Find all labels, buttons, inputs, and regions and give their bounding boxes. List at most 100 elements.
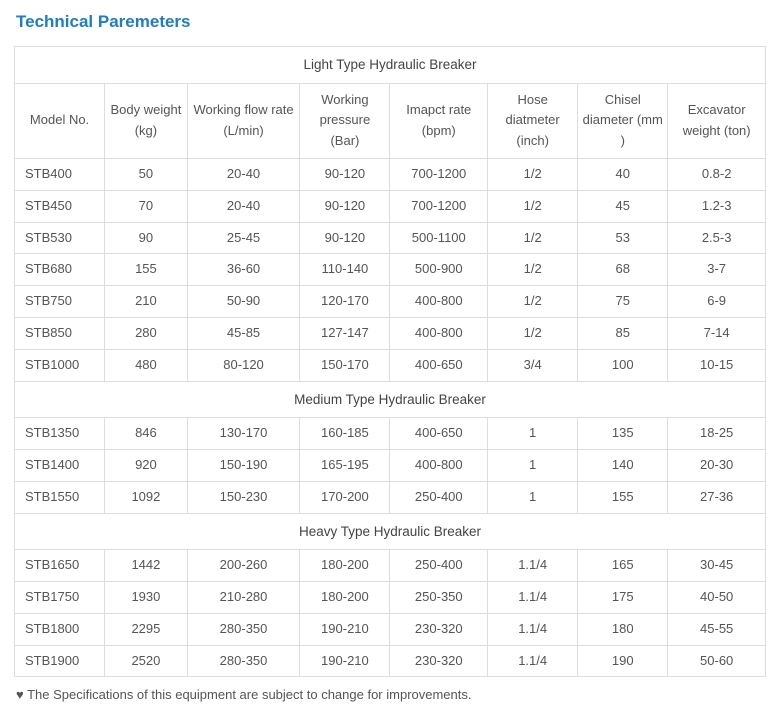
table-cell: 500-900 [390,254,488,286]
table-cell: STB1550 [15,481,105,513]
table-cell: 27-36 [668,481,766,513]
table-cell: 160-185 [300,418,390,450]
table-cell: 150-230 [187,481,300,513]
table-cell: 1 [488,418,578,450]
table-cell: 40-50 [668,581,766,613]
table-cell: 846 [105,418,188,450]
table-cell: 3/4 [488,349,578,381]
table-cell: 190-210 [300,613,390,645]
table-cell: 1/2 [488,286,578,318]
group-title: Light Type Hydraulic Breaker [15,47,766,84]
table-cell: 50 [105,158,188,190]
table-cell: 480 [105,349,188,381]
table-cell: 180-200 [300,550,390,582]
table-cell: 250-400 [390,481,488,513]
table-cell: 30-45 [668,550,766,582]
table-cell: 130-170 [187,418,300,450]
table-cell: 250-400 [390,550,488,582]
table-cell: 90-120 [300,222,390,254]
table-cell: 400-650 [390,418,488,450]
table-cell: 75 [578,286,668,318]
table-cell: 36-60 [187,254,300,286]
table-row: STB18002295280-350190-210230-3201.1/4180… [15,613,766,645]
table-cell: STB400 [15,158,105,190]
table-cell: 90-120 [300,158,390,190]
table-cell: 150-170 [300,349,390,381]
table-cell: STB1650 [15,550,105,582]
footnote: ♥ The Specifications of this equipment a… [14,687,766,702]
table-cell: 80-120 [187,349,300,381]
column-header: Imapct rate (bpm) [390,83,488,158]
table-cell: 20-40 [187,190,300,222]
table-cell: 50-90 [187,286,300,318]
table-row: STB1350846130-170160-185400-650113518-25 [15,418,766,450]
table-cell: 0.8-2 [668,158,766,190]
table-cell: 140 [578,449,668,481]
table-cell: 1/2 [488,254,578,286]
table-cell: 135 [578,418,668,450]
group-title: Medium Type Hydraulic Breaker [15,381,766,418]
table-cell: 40 [578,158,668,190]
table-cell: STB1000 [15,349,105,381]
table-cell: 10-15 [668,349,766,381]
column-header: Body weight (kg) [105,83,188,158]
column-header: Working pressure (Bar) [300,83,390,158]
table-cell: 90-120 [300,190,390,222]
table-cell: 20-40 [187,158,300,190]
table-cell: 2.5-3 [668,222,766,254]
table-cell: 45-55 [668,613,766,645]
table-cell: 190 [578,645,668,677]
table-cell: 1/2 [488,317,578,349]
table-cell: STB750 [15,286,105,318]
table-cell: 230-320 [390,613,488,645]
table-row: STB5309025-4590-120500-11001/2532.5-3 [15,222,766,254]
group-title: Heavy Type Hydraulic Breaker [15,513,766,550]
table-cell: 700-1200 [390,158,488,190]
table-cell: 120-170 [300,286,390,318]
table-cell: 45-85 [187,317,300,349]
table-cell: 280 [105,317,188,349]
table-cell: 500-1100 [390,222,488,254]
table-cell: 50-60 [668,645,766,677]
table-row: STB100048080-120150-170400-6503/410010-1… [15,349,766,381]
table-cell: 230-320 [390,645,488,677]
table-cell: 170-200 [300,481,390,513]
table-cell: 45 [578,190,668,222]
table-cell: STB1350 [15,418,105,450]
table-cell: 1.2-3 [668,190,766,222]
table-cell: 180 [578,613,668,645]
table-cell: 280-350 [187,613,300,645]
table-row: STB15501092150-230170-200250-400115527-3… [15,481,766,513]
table-row: STB19002520280-350190-210230-3201.1/4190… [15,645,766,677]
table-cell: 1930 [105,581,188,613]
column-header: Model No. [15,83,105,158]
table-row: STB75021050-90120-170400-8001/2756-9 [15,286,766,318]
table-cell: 180-200 [300,581,390,613]
table-row: STB17501930210-280180-200250-3501.1/4175… [15,581,766,613]
table-cell: 155 [105,254,188,286]
table-cell: 920 [105,449,188,481]
table-cell: 175 [578,581,668,613]
table-cell: STB450 [15,190,105,222]
section-heading: Technical Paremeters [16,12,766,32]
table-cell: 400-800 [390,449,488,481]
column-header: Working flow rate (L/min) [187,83,300,158]
table-cell: 2520 [105,645,188,677]
table-cell: 20-30 [668,449,766,481]
column-header: Chisel diameter (mm ) [578,83,668,158]
table-cell: 190-210 [300,645,390,677]
table-cell: 1442 [105,550,188,582]
table-cell: STB1750 [15,581,105,613]
table-row: STB85028045-85127-147400-8001/2857-14 [15,317,766,349]
table-cell: 68 [578,254,668,286]
column-header: Excavator weight (ton) [668,83,766,158]
table-cell: STB1800 [15,613,105,645]
table-cell: 53 [578,222,668,254]
table-row: STB4507020-4090-120700-12001/2451.2-3 [15,190,766,222]
table-cell: 90 [105,222,188,254]
table-cell: 400-650 [390,349,488,381]
table-cell: 1 [488,481,578,513]
table-cell: 1 [488,449,578,481]
table-cell: 6-9 [668,286,766,318]
table-cell: 1092 [105,481,188,513]
